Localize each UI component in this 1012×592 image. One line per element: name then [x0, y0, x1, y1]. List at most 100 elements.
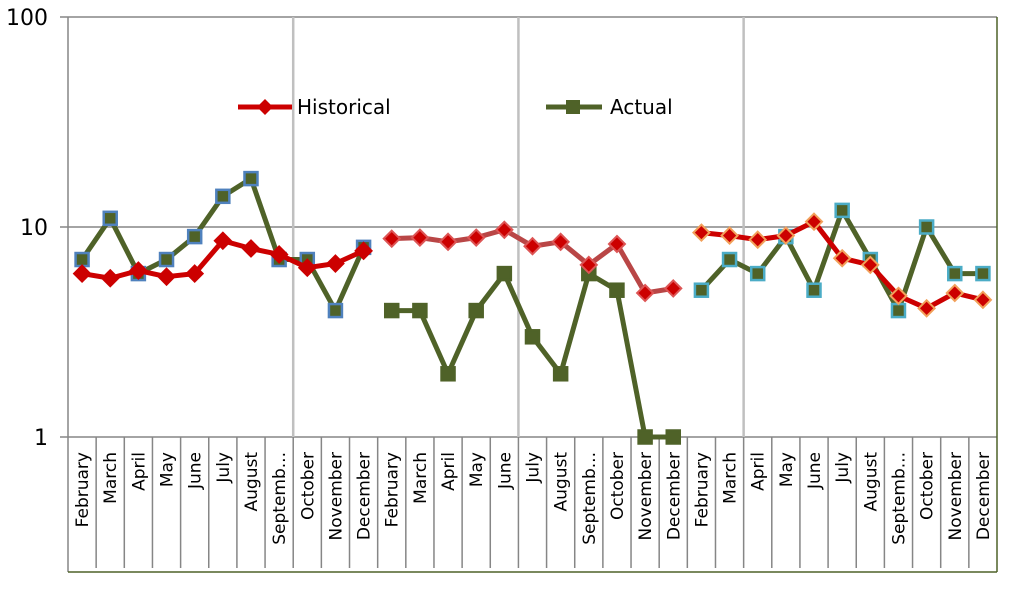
- actual-point: [665, 429, 682, 445]
- y-tick-labels: 1 10 100: [6, 6, 48, 451]
- historical-point: [945, 283, 965, 303]
- historical-point: [494, 220, 514, 240]
- x-tick-label: July: [833, 452, 853, 484]
- legend-actual-label: Actual: [610, 95, 673, 119]
- x-tick-label: August: [552, 452, 572, 512]
- historical-point: [579, 255, 599, 275]
- x-tick-label: November: [326, 452, 346, 540]
- actual-point: [327, 302, 344, 319]
- x-tick-label: June: [495, 452, 515, 490]
- actual-point: [975, 265, 991, 282]
- y-tick-label: 10: [20, 216, 48, 241]
- x-tick-label: March: [411, 452, 431, 504]
- historical-point: [185, 264, 205, 284]
- historical-point: [438, 232, 458, 252]
- legend-actual-marker: [566, 100, 580, 114]
- x-tick-label: May: [467, 452, 487, 487]
- x-tick-label: Septemb...: [889, 452, 909, 545]
- historical-point: [691, 223, 711, 243]
- x-tick-label: November: [636, 452, 656, 540]
- actual-point: [890, 302, 907, 319]
- historical-point: [466, 228, 486, 248]
- x-tick-label: October: [918, 452, 938, 520]
- legend-historical-label: Historical: [297, 95, 391, 119]
- x-tick-label: July: [214, 452, 234, 484]
- x-tick-label: November: [946, 452, 966, 540]
- actual-point: [834, 202, 850, 219]
- historical-point: [72, 264, 92, 284]
- x-tick-label: Septemb...: [270, 452, 290, 545]
- legend: Historical Actual: [238, 95, 673, 119]
- x-tick-label: August: [242, 452, 262, 512]
- actual-point: [637, 429, 653, 445]
- x-tick-labels: February March April May June July August Septe…: [73, 452, 994, 545]
- actual-point: [440, 366, 456, 382]
- x-tick-label: February: [73, 452, 93, 527]
- actual-point: [806, 282, 822, 298]
- historical-point: [889, 286, 908, 306]
- series-lines: [72, 170, 993, 445]
- historical-point: [297, 258, 317, 278]
- actual-line-segment: [391, 271, 674, 440]
- historical-point: [973, 290, 993, 310]
- x-tick-label: February: [383, 452, 403, 527]
- actual-point: [721, 251, 738, 268]
- actual-point: [496, 265, 513, 282]
- actual-point: [412, 302, 428, 319]
- actual-point: [609, 282, 625, 298]
- actual-point: [524, 329, 541, 345]
- historical-point: [917, 298, 937, 318]
- y-tick-label: 1: [34, 426, 48, 451]
- actual-point: [552, 366, 569, 382]
- historical-point: [128, 261, 148, 281]
- historical-point: [241, 239, 261, 258]
- x-tick-label: April: [439, 452, 459, 491]
- axes: [67, 17, 998, 573]
- historical-point: [523, 236, 542, 256]
- historical-point: [157, 267, 176, 287]
- x-tick-label: December: [664, 452, 684, 540]
- x-tick-label: April: [129, 452, 149, 491]
- historical-point: [663, 278, 683, 298]
- actual-point: [102, 210, 118, 227]
- actual-point: [918, 219, 935, 235]
- actual-point: [158, 251, 175, 268]
- historical-point: [832, 248, 852, 268]
- historical-point: [354, 241, 374, 261]
- y-tick-label: 100: [6, 6, 48, 31]
- historical-point: [635, 283, 655, 303]
- historical-point: [551, 232, 571, 252]
- historical-point: [860, 255, 880, 275]
- x-tick-label: July: [524, 452, 544, 484]
- actual-point: [186, 228, 203, 245]
- actual-point: [243, 170, 259, 187]
- x-tick-label: May: [158, 452, 178, 487]
- historical-point: [326, 254, 345, 273]
- historical-point: [410, 228, 430, 248]
- historical-point: [607, 234, 627, 254]
- x-tick-label: March: [101, 452, 121, 504]
- historical-point: [720, 226, 739, 246]
- actual-point: [468, 302, 484, 319]
- historical-point: [269, 245, 289, 264]
- legend-historical-marker: [257, 99, 273, 115]
- historical-point: [100, 268, 120, 288]
- x-tick-label: October: [298, 452, 318, 520]
- x-tick-label: August: [861, 452, 881, 512]
- x-tick-label: June: [186, 452, 206, 490]
- actual-point: [383, 302, 400, 319]
- historical-point: [382, 229, 402, 249]
- historical-point: [804, 212, 824, 232]
- historical-point: [776, 226, 796, 246]
- actual-point: [215, 188, 231, 205]
- actual-point: [74, 251, 90, 268]
- x-tick-label: April: [749, 452, 769, 491]
- x-tick-label: October: [608, 452, 628, 520]
- actual-point: [947, 265, 963, 282]
- actual-point: [749, 265, 766, 282]
- gridlines: [60, 16, 997, 438]
- x-tick-label: June: [805, 452, 825, 490]
- x-tick-label: December: [974, 452, 994, 540]
- x-tick-label: February: [692, 452, 712, 527]
